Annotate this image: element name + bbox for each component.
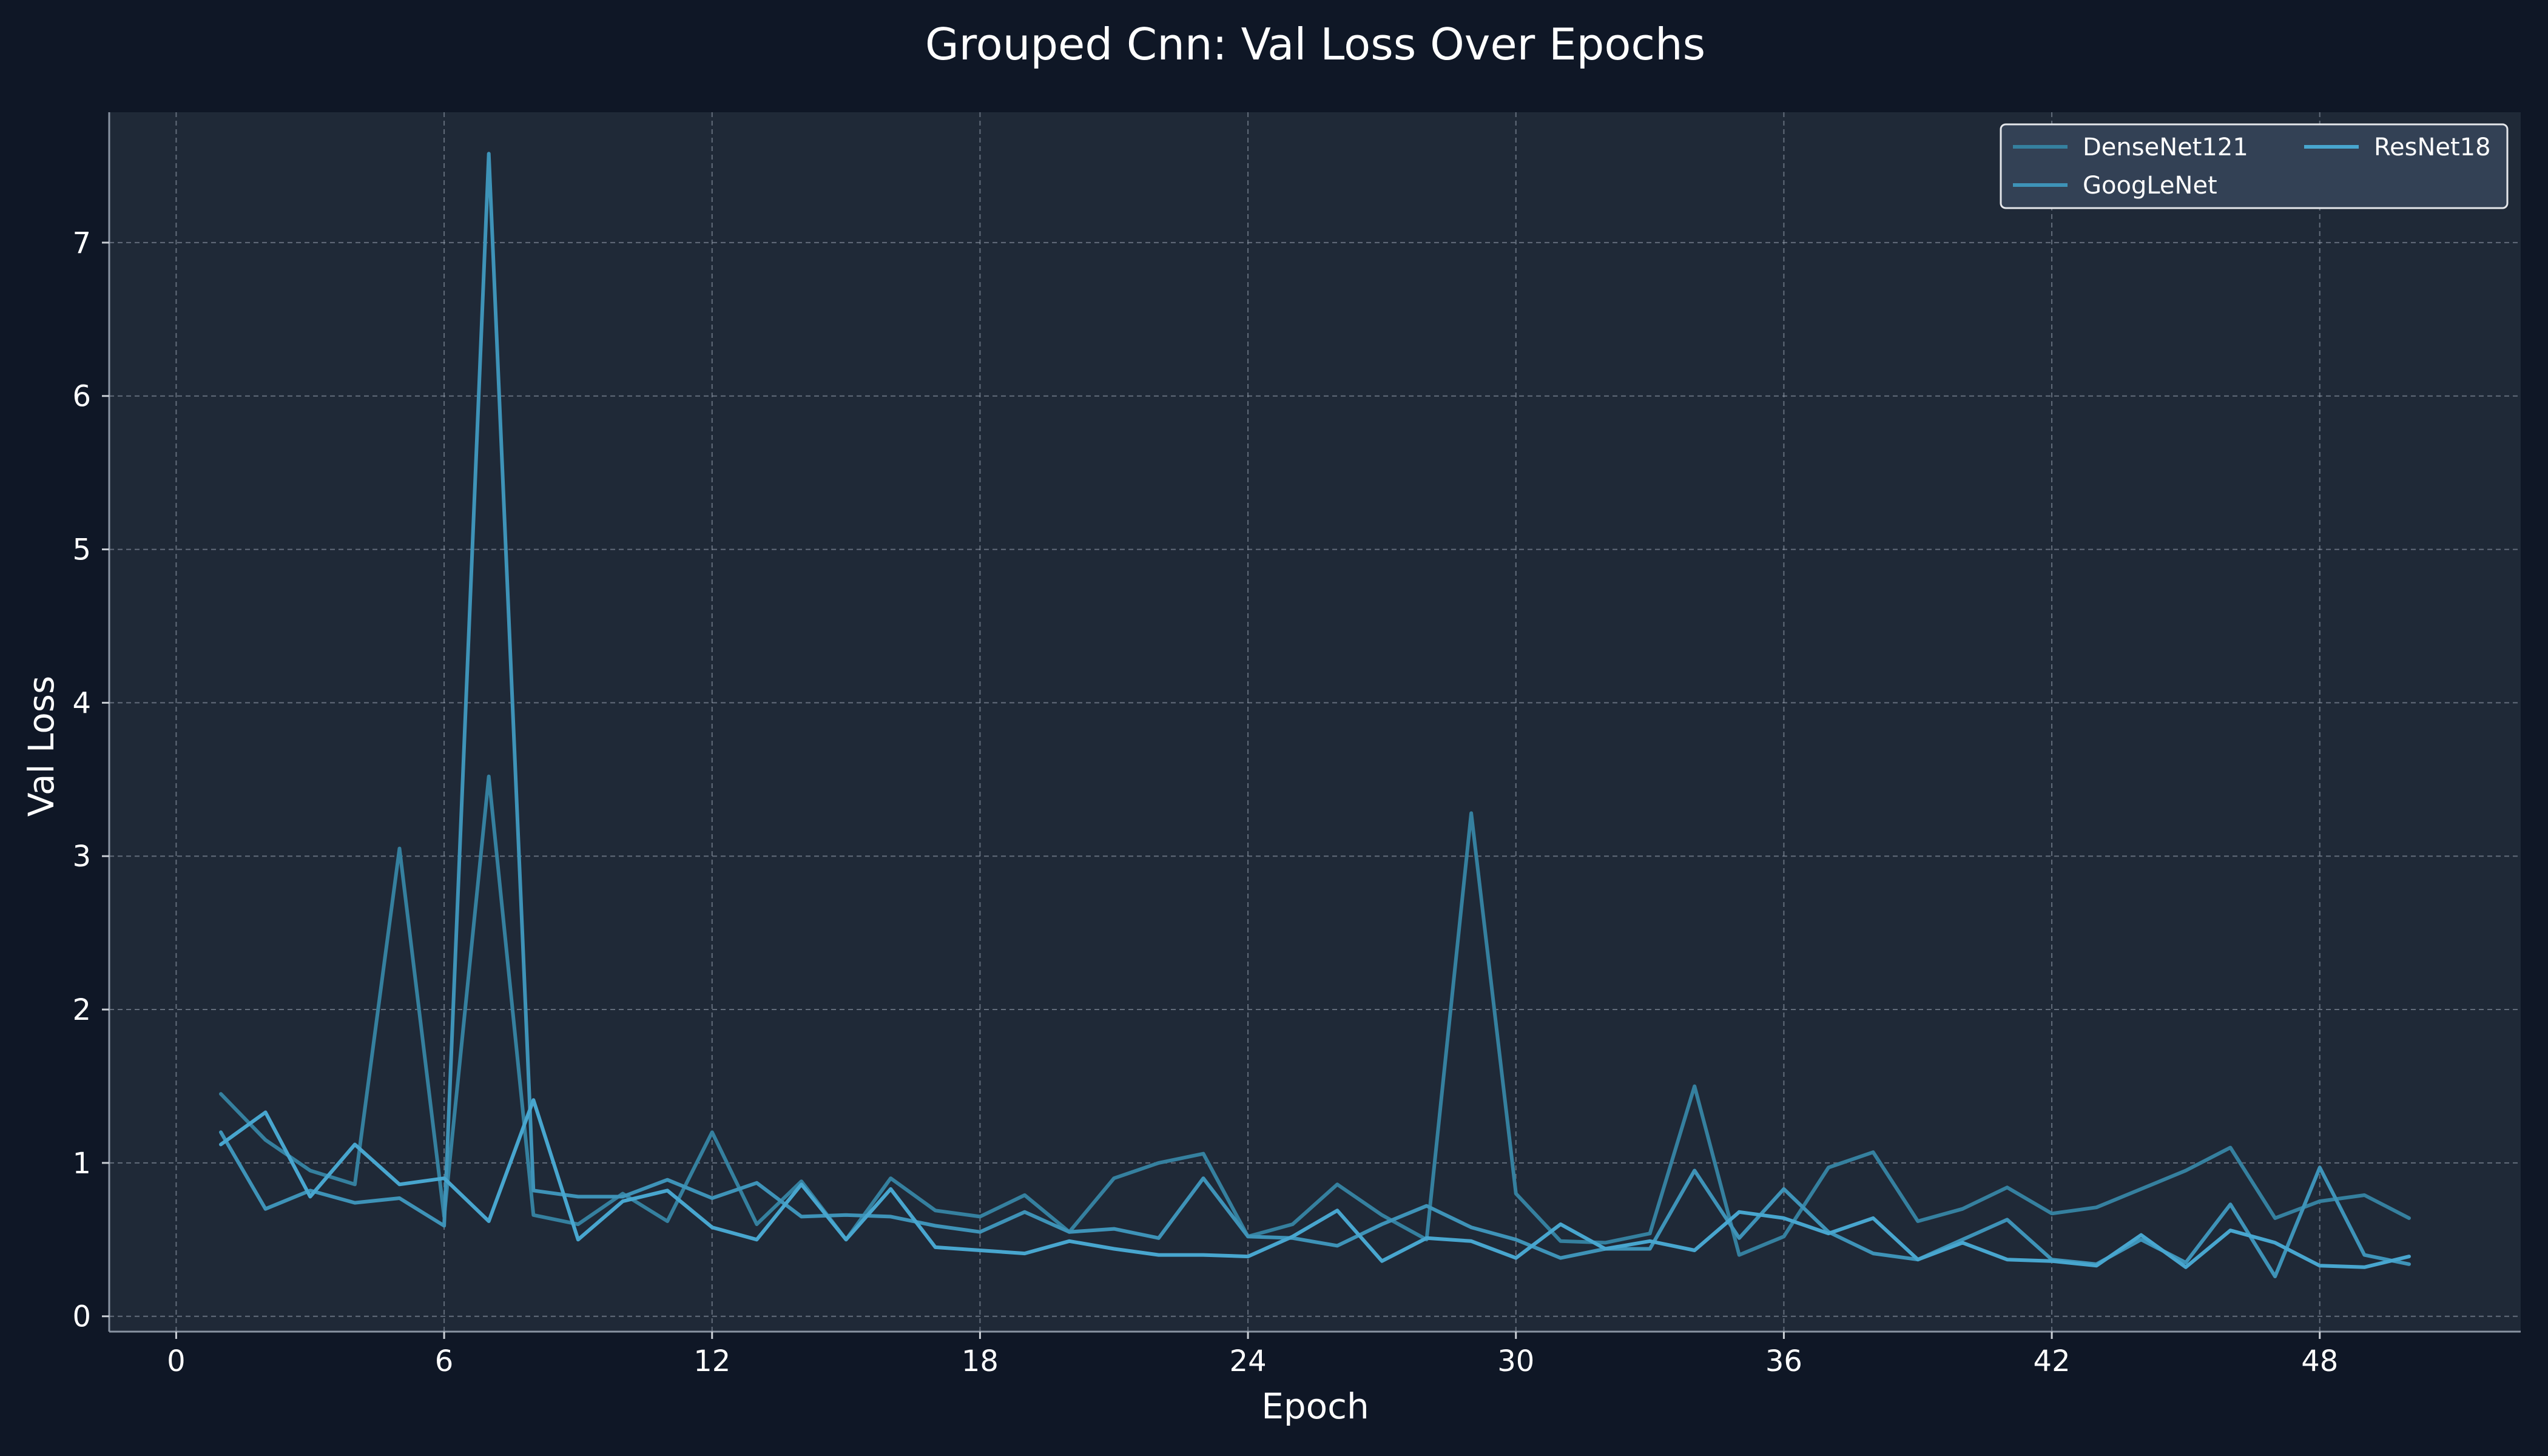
x-tick-label: 18 (962, 1344, 999, 1378)
x-axis-label: Epoch (1261, 1386, 1369, 1427)
series-lines (219, 152, 2411, 1278)
y-tick-label: 0 (72, 1300, 91, 1334)
x-tick-label: 0 (167, 1344, 186, 1378)
y-ticks: 0 1 2 3 4 5 6 7 (72, 226, 109, 1334)
legend-label: ResNet18 (2374, 133, 2491, 161)
x-tick-label: 42 (2034, 1344, 2071, 1378)
legend-box (2000, 123, 2509, 209)
series-line-densenet121 (219, 774, 2411, 1257)
series-googlenet (219, 152, 2411, 1278)
legend-label: DenseNet121 (2083, 133, 2248, 161)
y-tick-label: 3 (72, 840, 91, 874)
x-tick-label: 24 (1230, 1344, 1267, 1378)
x-tick-label: 36 (1765, 1344, 1802, 1378)
x-tick-label: 48 (2301, 1344, 2338, 1378)
plot-area (109, 112, 2521, 1332)
series-densenet121 (219, 774, 2411, 1257)
y-tick-label: 2 (72, 993, 91, 1027)
y-tick-label: 1 (72, 1147, 91, 1181)
axes (108, 112, 2521, 1333)
legend-label: GoogLeNet (2083, 172, 2217, 200)
series-line-googlenet (219, 152, 2411, 1278)
y-tick-label: 5 (72, 533, 91, 567)
y-tick-label: 6 (72, 380, 91, 414)
x-tick-label: 6 (435, 1344, 454, 1378)
legend: DenseNet121 GoogLeNet ResNet18 (2000, 123, 2509, 209)
x-tick-label: 12 (693, 1344, 730, 1378)
x-ticks: 0 6 12 18 24 30 36 42 48 (167, 1332, 2338, 1378)
series-line-resnet18 (219, 1098, 2411, 1269)
y-axis-label: Val Loss (21, 676, 62, 817)
y-tick-label: 7 (72, 226, 91, 260)
chart-title: Grouped Cnn: Val Loss Over Epochs (925, 19, 1705, 70)
x-tick-label: 30 (1497, 1344, 1534, 1378)
y-tick-label: 4 (72, 686, 91, 720)
series-resnet18 (219, 1098, 2411, 1269)
